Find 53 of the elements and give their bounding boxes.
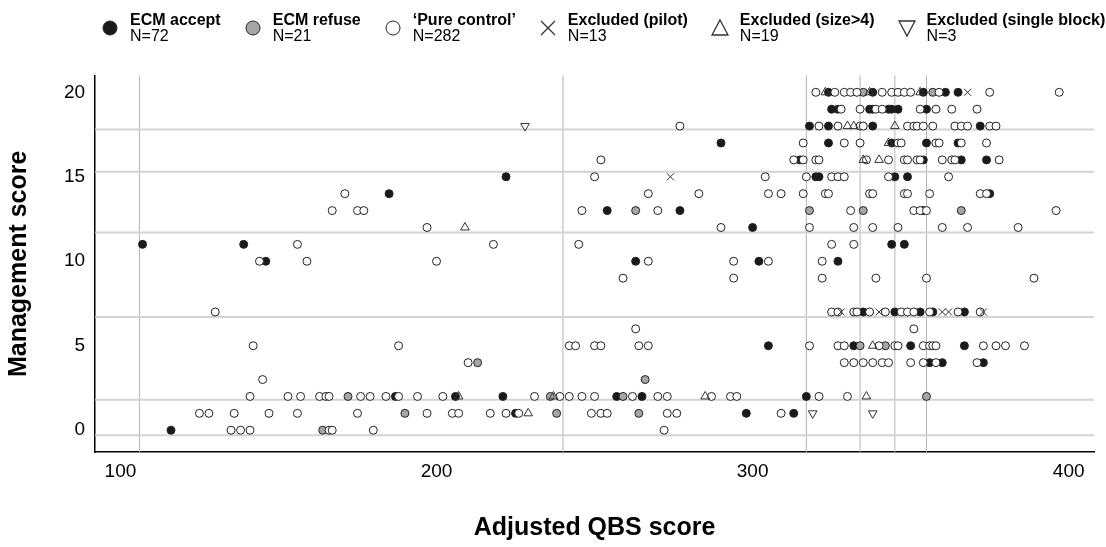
point (883, 137, 894, 146)
y-tick-label: 20 (63, 80, 86, 102)
y-axis-title: Management score (2, 150, 31, 378)
point (921, 391, 931, 401)
legend-label: ECM refuse N=21 (272, 11, 361, 44)
point (460, 221, 470, 231)
point (837, 307, 846, 316)
point (548, 390, 559, 400)
y-tick-label: 10 (63, 249, 86, 271)
legend-label: ECM accept N=72 (130, 11, 221, 44)
point (820, 86, 831, 96)
point (700, 390, 711, 400)
point (867, 340, 878, 349)
y-tick-label: 0 (74, 418, 86, 440)
point (453, 390, 464, 400)
point (523, 407, 534, 417)
point (855, 341, 865, 351)
point (631, 206, 641, 216)
x-tick-label: 400 (1052, 459, 1085, 481)
point (861, 390, 872, 400)
legend-label: Excluded (pilot) N=13 (567, 11, 688, 44)
point (944, 307, 953, 316)
point (666, 172, 675, 181)
x-tick-label: 200 (420, 459, 453, 481)
point (640, 375, 650, 385)
point (979, 307, 988, 316)
x-tick-label: 300 (736, 459, 769, 481)
point (618, 391, 628, 401)
legend-label: ‘Pure control’ N=282 (412, 11, 516, 44)
point (848, 120, 859, 130)
legend-label: Excluded (single block) N=3 (926, 11, 1106, 44)
point (875, 307, 884, 316)
point (864, 86, 875, 96)
y-tick-label: 5 (74, 333, 86, 355)
legend-label: Excluded (size>4) N=19 (739, 11, 875, 44)
point (805, 206, 815, 216)
x-tick-label: 100 (104, 459, 137, 481)
point (400, 408, 410, 418)
point (963, 88, 972, 97)
point (634, 408, 644, 418)
point (842, 120, 853, 130)
point (874, 154, 884, 163)
x-axis-title: Adjusted QBS score (473, 511, 716, 540)
point (867, 410, 878, 419)
point (807, 410, 818, 419)
point (890, 120, 900, 130)
point (858, 206, 868, 216)
point (956, 206, 966, 216)
point (552, 408, 562, 418)
point (343, 391, 353, 401)
point (938, 307, 947, 316)
y-tick-label: 15 (63, 165, 86, 187)
point (473, 358, 483, 368)
